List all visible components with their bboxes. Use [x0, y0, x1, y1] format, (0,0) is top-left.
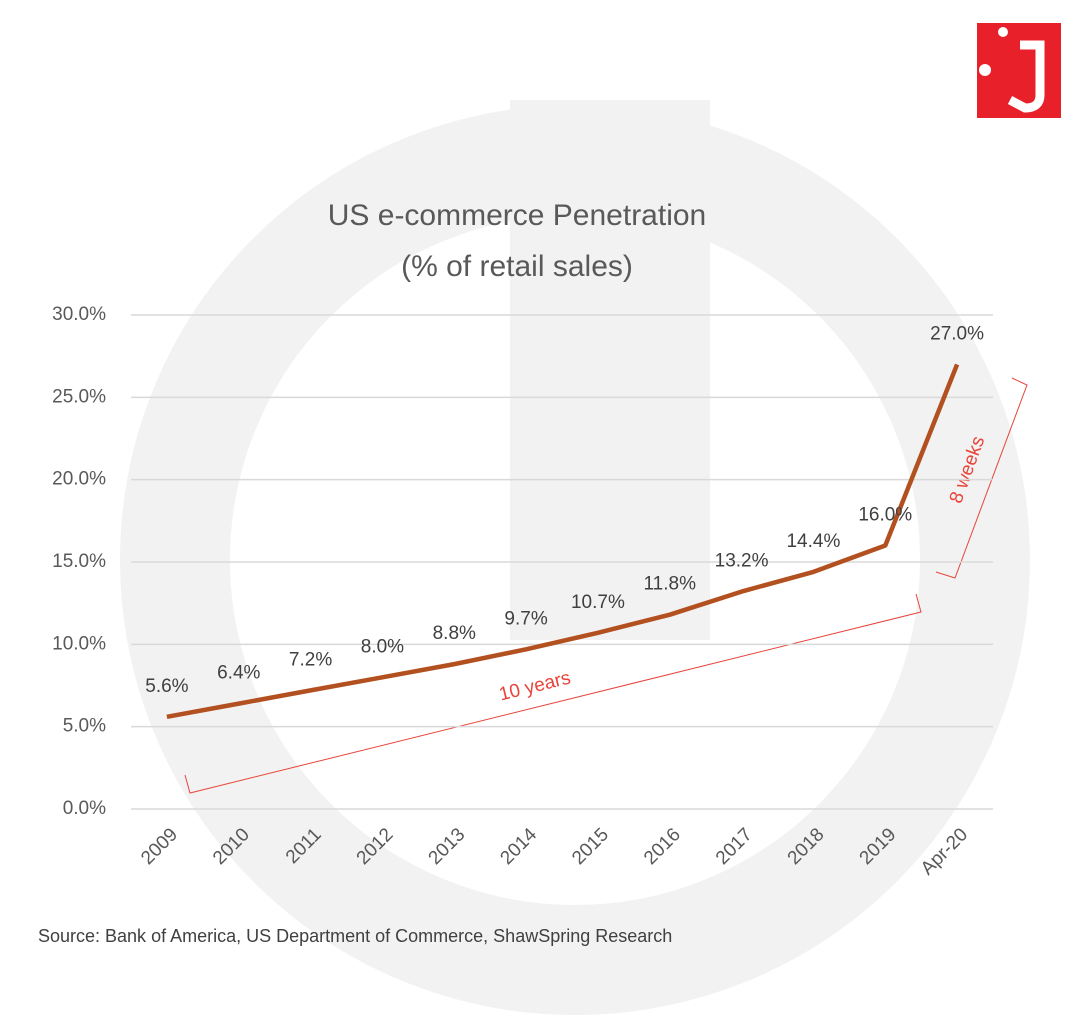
chart-title: US e-commerce Penetration: [328, 199, 707, 232]
data-label: 9.7%: [504, 608, 547, 629]
data-label: 10.7%: [571, 592, 625, 613]
y-tick-label: 30.0%: [52, 304, 106, 325]
y-tick-label: 25.0%: [52, 386, 106, 407]
data-label: 7.2%: [289, 649, 332, 670]
data-label: 8.0%: [361, 636, 404, 657]
y-tick-label: 10.0%: [52, 633, 106, 654]
source: Source: Bank of America, US Department o…: [38, 926, 672, 946]
annotation: 10 years: [497, 668, 573, 706]
data-label: 27.0%: [930, 323, 984, 344]
x-tick-label: 2015: [568, 824, 613, 869]
data-label: 11.8%: [644, 574, 697, 595]
x-tick-label: 2016: [640, 824, 685, 869]
y-tick-label: 5.0%: [63, 716, 106, 737]
x-tick-label: 2014: [496, 824, 541, 869]
data-label: 14.4%: [786, 531, 840, 552]
x-tick-label: 2013: [425, 824, 470, 869]
eight-weeks-bracket: [935, 377, 1028, 579]
line: [166, 363, 960, 720]
data-label: 6.4%: [217, 663, 260, 684]
data-label: 8.8%: [433, 623, 476, 644]
data-label: 13.2%: [715, 551, 769, 572]
ten-years-bracket: [184, 593, 922, 794]
y-tick-label: 0.0%: [63, 798, 106, 819]
chart-subtitle: (% of retail sales): [401, 250, 633, 283]
y-tick-label: 15.0%: [52, 551, 106, 572]
logo: [977, 23, 1061, 118]
watermark: [120, 100, 1030, 1015]
data-label: 16.0%: [858, 505, 912, 526]
data-label: 5.6%: [145, 676, 188, 697]
x-tick-label: 2009: [137, 824, 182, 869]
y-tick-label: 20.0%: [52, 469, 106, 490]
